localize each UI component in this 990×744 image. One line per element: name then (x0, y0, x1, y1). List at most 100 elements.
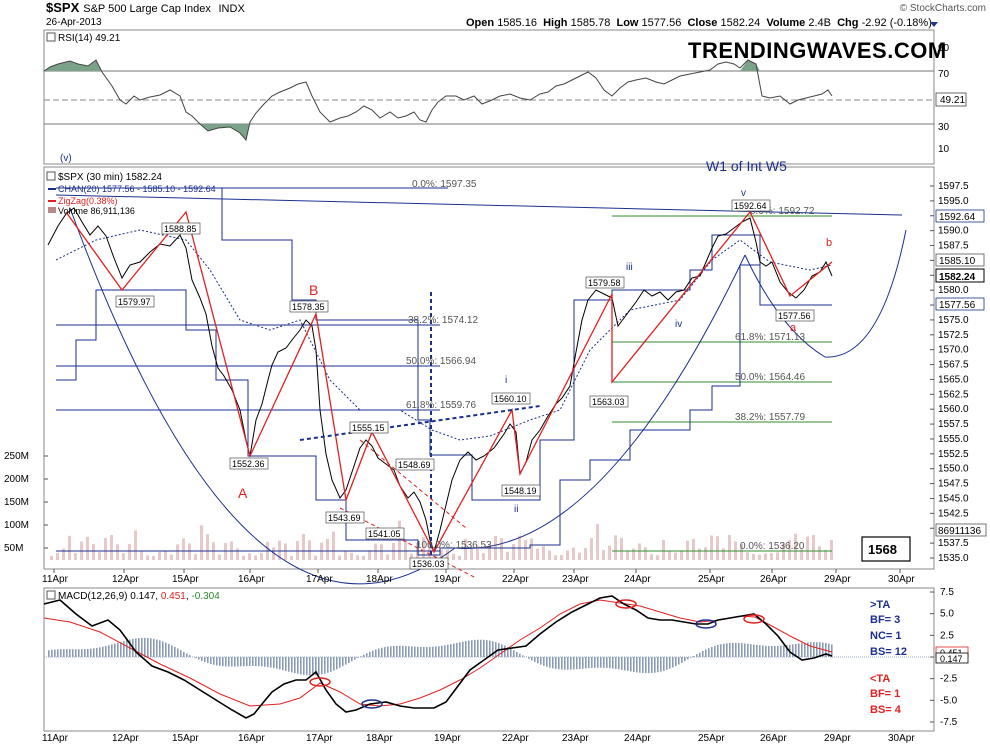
fib-right-0b: 0.0%: 1536.20 (740, 541, 805, 552)
macd-hist-bar (744, 643, 746, 657)
macd-hist-bar (93, 648, 95, 657)
macd-hist-bar (534, 657, 536, 662)
macd-hist-bar (612, 657, 614, 669)
macd-hist-bar (567, 657, 569, 670)
volume-bar (452, 553, 455, 560)
macd-hist-bar (831, 644, 833, 657)
macd-hist-bar (63, 649, 65, 657)
macd-hist-bar (639, 657, 641, 673)
volume-bar (128, 544, 131, 560)
macd-hist-bar (756, 644, 758, 657)
volume-bar (470, 546, 473, 560)
menu-chevron-icon[interactable] (930, 22, 938, 27)
macd-hist-bar (681, 657, 683, 663)
date-tick-label: 25Apr (698, 574, 725, 585)
macd-hist-bar (462, 641, 464, 657)
macd-hist-bar (120, 641, 122, 657)
volume-bar (644, 547, 647, 560)
volume-bar (134, 530, 137, 560)
macd-hist-bar (57, 649, 59, 657)
volume-bar (770, 553, 773, 560)
volume-bar (746, 552, 749, 560)
macd-hist-bar (297, 657, 299, 674)
macd-hist-bar (492, 641, 494, 657)
volume-bar (68, 535, 71, 560)
volume-bar (110, 535, 113, 560)
svg-text:1563.03: 1563.03 (592, 397, 625, 407)
volume-tick-label: 150M (4, 497, 29, 508)
macd-hist-bar (726, 643, 728, 657)
price-tick-label: 1597.5 (938, 181, 969, 192)
macd-hist-bar (669, 657, 671, 669)
macd-hist-bar (84, 649, 86, 657)
chan-legend: CHAN(20) 1577.56 - 1585.10 - 1592.64 (58, 184, 216, 194)
volume-bar (686, 540, 689, 560)
macd-hist-bar (327, 657, 329, 673)
price-tick-label: 1552.5 (938, 449, 969, 460)
volume-bar (488, 545, 491, 560)
volume-axis: 250M 200M 150M 100M 50M (4, 451, 48, 554)
macd-tick-label: 7.5 (940, 587, 954, 598)
macd-hist-bar (390, 646, 392, 657)
volume-bar (680, 550, 683, 560)
macd-hist-bar (177, 648, 179, 657)
macd-hist-bar (339, 657, 341, 668)
macd-hist-bar (672, 657, 674, 668)
macd-hist-bar (102, 646, 104, 657)
macd-hist-bar (495, 642, 497, 657)
price-tick-label: 1587.5 (938, 241, 969, 252)
volume-bar (146, 555, 149, 560)
volume-bar (596, 524, 599, 560)
price-tick-label: 1562.5 (938, 389, 969, 400)
macd-hist-bar (147, 638, 149, 657)
date-tick-label: 12Apr (112, 733, 139, 744)
macd-hist-bar (453, 643, 455, 657)
volume-bar (236, 548, 239, 560)
date-tick-label: 17Apr (306, 733, 333, 744)
volume-bar (350, 552, 353, 560)
volume-bar (314, 555, 317, 560)
volume-bar (524, 540, 527, 560)
macd-hist-bar (162, 641, 164, 657)
price-tick-label: 1595.0 (938, 196, 969, 207)
date-tick-label: 29Apr (824, 574, 851, 585)
macd-hist-bar (540, 657, 542, 665)
volume-bar (254, 555, 257, 560)
macd-hist-bar (384, 647, 386, 657)
date-tick-label: 11Apr (42, 733, 69, 744)
macd-hist-bar (414, 646, 416, 657)
volume-bar (440, 549, 443, 560)
volume-bar (392, 543, 395, 560)
macd-hist-bar (81, 649, 83, 657)
volume-bar (410, 553, 413, 560)
macd-hist-bar (510, 648, 512, 657)
macd-hist-bar (411, 646, 413, 657)
volume-bar (446, 549, 449, 560)
main-label: $SPX (30 min) 1582.24 (58, 172, 162, 183)
svg-text:BS= 12: BS= 12 (870, 646, 907, 658)
macd-hist-bar (66, 649, 68, 657)
macd-hist-bar (219, 657, 221, 666)
macd-hist-bar (141, 637, 143, 657)
macd-hist-bar (135, 638, 137, 657)
macd-hist-bar (648, 657, 650, 674)
macd-hist-bar (207, 657, 209, 664)
wave-iv: iv (675, 319, 682, 330)
macd-hist-bar (249, 657, 251, 667)
macd-hist-bar (357, 657, 359, 658)
price-panel: 1597.51595.01592.51590.01587.51585.01582… (4, 153, 987, 607)
volume-bar (332, 531, 335, 560)
macd-hist-bar (663, 657, 665, 671)
volume-bar (650, 554, 653, 560)
macd-hist-bar (330, 657, 332, 672)
price-tick-label: 1575.0 (938, 315, 969, 326)
macd-tick-label: -7.5 (940, 717, 958, 728)
macd-hist-bar (393, 645, 395, 657)
macd-hist-bar (441, 645, 443, 657)
volume-bar (530, 538, 533, 560)
volume-bar (728, 534, 731, 560)
macd-hist-bar (144, 637, 146, 657)
volume-bar (56, 552, 59, 560)
macd-hist-bar (633, 657, 635, 672)
date-tick-label: 18Apr (366, 574, 393, 585)
